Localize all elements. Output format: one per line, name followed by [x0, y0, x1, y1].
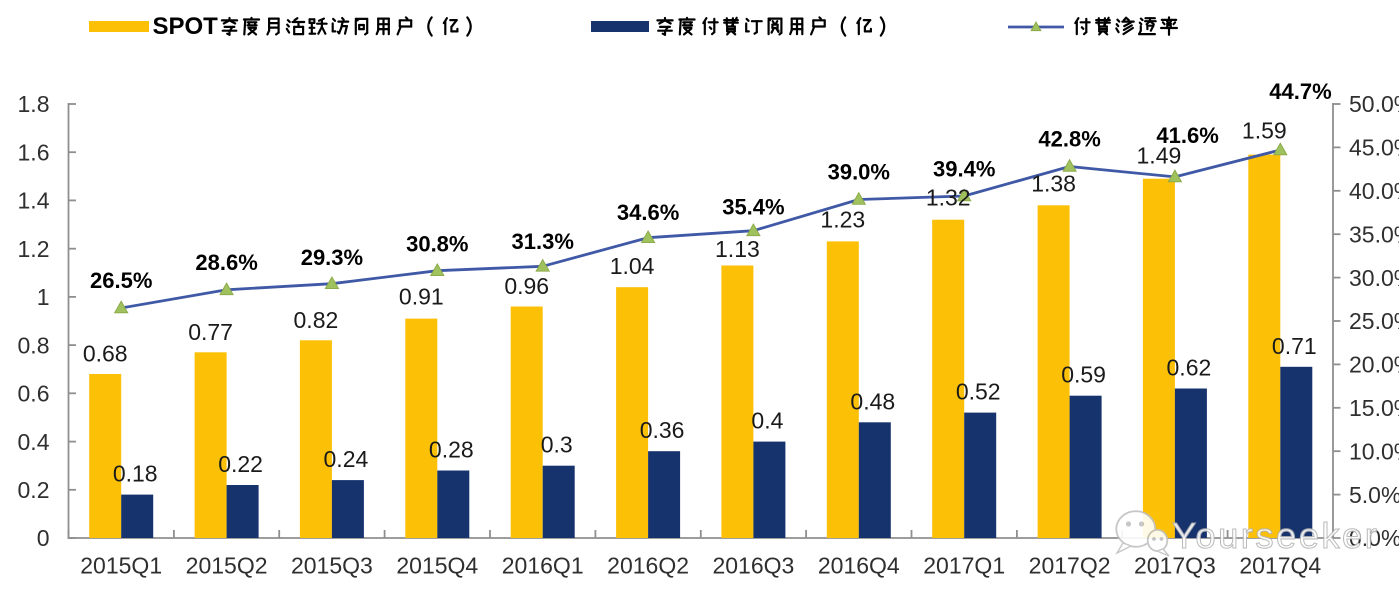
svg-text:20.0%: 20.0%	[1349, 352, 1399, 378]
svg-text:2015Q3: 2015Q3	[291, 553, 373, 579]
svg-text:15.0%: 15.0%	[1349, 395, 1399, 421]
svg-text:0.8: 0.8	[18, 332, 50, 358]
svg-text:2017Q2: 2017Q2	[1029, 553, 1111, 579]
svg-text:2017Q3: 2017Q3	[1134, 553, 1216, 579]
svg-text:1.23: 1.23	[820, 206, 865, 232]
svg-text:0.24: 0.24	[324, 446, 369, 472]
svg-text:39.4%: 39.4%	[933, 157, 995, 182]
svg-text:Yourseeker: Yourseeker	[1172, 515, 1379, 556]
svg-text:0.52: 0.52	[956, 379, 1001, 405]
svg-text:30.0%: 30.0%	[1349, 265, 1399, 291]
svg-text:1.49: 1.49	[1137, 143, 1182, 169]
svg-text:0.2: 0.2	[18, 477, 50, 503]
svg-text:5.0%: 5.0%	[1349, 482, 1399, 508]
svg-text:1.13: 1.13	[715, 236, 760, 262]
svg-text:30.8%: 30.8%	[406, 232, 468, 257]
svg-text:2016Q2: 2016Q2	[607, 553, 689, 579]
svg-text:0.71: 0.71	[1272, 333, 1317, 359]
svg-text:34.6%: 34.6%	[617, 200, 679, 225]
svg-text:35.4%: 35.4%	[722, 195, 784, 220]
svg-text:2015Q1: 2015Q1	[80, 553, 162, 579]
svg-text:1.38: 1.38	[1031, 170, 1076, 196]
svg-text:0.18: 0.18	[113, 461, 158, 487]
svg-text:1.2: 1.2	[18, 236, 50, 262]
svg-text:40.0%: 40.0%	[1349, 178, 1399, 204]
svg-text:29.3%: 29.3%	[301, 245, 363, 270]
svg-text:0.82: 0.82	[294, 307, 339, 333]
svg-text:0.96: 0.96	[504, 273, 549, 299]
svg-text:28.6%: 28.6%	[195, 250, 257, 275]
svg-text:0.77: 0.77	[188, 319, 233, 345]
svg-text:2017Q4: 2017Q4	[1239, 553, 1321, 579]
svg-text:0.28: 0.28	[429, 437, 474, 463]
svg-text:2016Q3: 2016Q3	[712, 553, 794, 579]
svg-text:50.0%: 50.0%	[1349, 91, 1399, 117]
svg-text:0.0%: 0.0%	[1349, 525, 1399, 551]
svg-text:45.0%: 45.0%	[1349, 135, 1399, 161]
svg-text:SPOT: SPOT	[153, 13, 219, 40]
svg-text:1: 1	[37, 284, 50, 310]
svg-text:41.6%: 41.6%	[1156, 123, 1218, 148]
svg-text:2017Q1: 2017Q1	[923, 553, 1005, 579]
svg-text:2016Q1: 2016Q1	[502, 553, 584, 579]
svg-text:1.6: 1.6	[18, 139, 50, 165]
svg-text:0.62: 0.62	[1167, 355, 1212, 381]
svg-text:0.3: 0.3	[541, 432, 573, 458]
svg-text:0: 0	[37, 525, 50, 551]
svg-text:0.22: 0.22	[218, 451, 263, 477]
svg-text:0.59: 0.59	[1061, 362, 1106, 388]
svg-text:42.8%: 42.8%	[1038, 127, 1100, 152]
svg-text:0.68: 0.68	[83, 341, 128, 367]
svg-text:2016Q4: 2016Q4	[818, 553, 900, 579]
svg-text:1.8: 1.8	[18, 91, 50, 117]
svg-text:0.4: 0.4	[18, 429, 50, 455]
svg-text:2015Q4: 2015Q4	[396, 553, 478, 579]
svg-text:0.48: 0.48	[850, 388, 895, 414]
svg-text:1.59: 1.59	[1242, 118, 1287, 144]
svg-text:0.4: 0.4	[751, 408, 783, 434]
svg-text:31.3%: 31.3%	[512, 229, 574, 254]
svg-text:2015Q2: 2015Q2	[186, 553, 268, 579]
svg-text:0.91: 0.91	[399, 284, 444, 310]
svg-text:39.0%: 39.0%	[828, 160, 890, 185]
svg-text:44.7%: 44.7%	[1269, 79, 1331, 104]
svg-text:0.36: 0.36	[640, 417, 685, 443]
svg-text:0.6: 0.6	[18, 381, 50, 407]
svg-text:26.5%: 26.5%	[90, 268, 152, 293]
svg-text:1.32: 1.32	[926, 185, 971, 211]
svg-text:10.0%: 10.0%	[1349, 438, 1399, 464]
svg-text:25.0%: 25.0%	[1349, 308, 1399, 334]
svg-text:1.4: 1.4	[18, 188, 50, 214]
svg-text:35.0%: 35.0%	[1349, 221, 1399, 247]
svg-text:1.04: 1.04	[610, 253, 655, 279]
